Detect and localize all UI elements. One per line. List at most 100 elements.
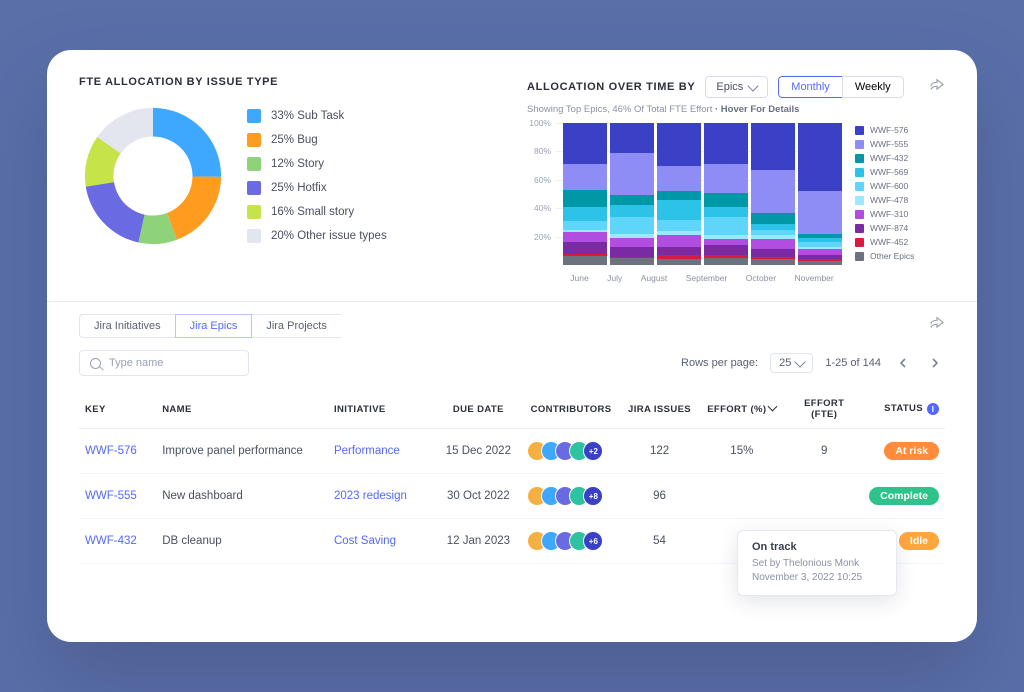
legend-item: 20% Other issue types	[247, 229, 387, 243]
col-issues[interactable]: JIRA ISSUES	[621, 390, 699, 429]
sort-desc-icon	[768, 402, 778, 412]
initiative-link[interactable]: Performance	[334, 445, 400, 457]
bar-segment	[751, 259, 795, 265]
status-badge[interactable]: At risk	[884, 442, 939, 460]
bar-segment	[610, 247, 654, 257]
page-next-button[interactable]	[925, 353, 945, 373]
share-icon[interactable]	[929, 78, 945, 97]
tab-jira-initiatives[interactable]: Jira Initiatives	[79, 314, 175, 338]
col-name[interactable]: NAME	[156, 390, 328, 429]
jira-issues-count: 96	[621, 474, 699, 519]
col-effort-pct[interactable]: EFFORT (%)	[698, 390, 785, 429]
col-effort-fte[interactable]: EFFORT (FTE)	[785, 390, 863, 429]
col-due[interactable]: DUE DATE	[435, 390, 521, 429]
initiative-link[interactable]: Cost Saving	[334, 535, 396, 547]
col-status[interactable]: STATUSi	[863, 390, 945, 429]
legend-label: WWF-600	[870, 181, 908, 191]
bar-segment	[751, 249, 795, 256]
bar-segment	[610, 195, 654, 205]
legend-swatch	[247, 157, 261, 171]
bar-segment	[798, 191, 842, 234]
legend-label: WWF-452	[870, 237, 908, 247]
col-key[interactable]: KEY	[79, 390, 156, 429]
legend-swatch	[855, 168, 864, 177]
legend-item: 33% Sub Task	[247, 109, 387, 123]
effort-fte	[785, 474, 863, 519]
legend-swatch	[855, 140, 864, 149]
legend-item: 25% Bug	[247, 133, 387, 147]
table-row: WWF-555New dashboard2023 redesign30 Oct …	[79, 474, 945, 519]
legend-item: 16% Small story	[247, 205, 387, 219]
initiative-link[interactable]: 2023 redesign	[334, 490, 407, 502]
epics-dropdown[interactable]: Epics	[705, 76, 768, 98]
bar-legend-item: WWF-600	[855, 181, 945, 191]
y-tick-label: 80%	[527, 146, 551, 156]
granularity-monthly[interactable]: Monthly	[778, 76, 842, 98]
stacked-bar[interactable]	[563, 123, 607, 265]
bar-segment	[610, 205, 654, 216]
bar-legend-item: Other Epics	[855, 251, 945, 261]
bar-legend-item: WWF-478	[855, 195, 945, 205]
stacked-bar[interactable]	[657, 123, 701, 265]
stacked-bar[interactable]	[751, 123, 795, 265]
bar-segment	[751, 170, 795, 213]
y-tick-label: 40%	[527, 203, 551, 213]
bar-legend-item: WWF-874	[855, 223, 945, 233]
allocation-over-time-panel: ALLOCATION OVER TIME BY Epics Monthly We…	[527, 76, 945, 283]
tab-jira-projects[interactable]: Jira Projects	[252, 314, 341, 338]
y-tick-label: 60%	[527, 175, 551, 185]
page-prev-button[interactable]	[893, 353, 913, 373]
bar-segment	[563, 164, 607, 190]
avatar-more: +6	[583, 531, 603, 551]
x-tick-label: September	[686, 273, 728, 283]
stacked-bar[interactable]	[704, 123, 748, 265]
bar-segment	[563, 256, 607, 265]
tab-jira-epics[interactable]: Jira Epics	[175, 314, 253, 338]
epic-key-link[interactable]: WWF-432	[85, 535, 137, 547]
bar-segment	[563, 242, 607, 253]
contributor-avatars[interactable]: +6	[527, 531, 614, 551]
subtext-main: Showing Top Epics, 46% Of Total FTE Effo…	[527, 104, 712, 115]
legend-label: WWF-874	[870, 223, 908, 233]
bar-segment	[610, 153, 654, 196]
legend-label: 25% Bug	[271, 134, 318, 146]
bar-segment	[563, 221, 607, 230]
col-initiative[interactable]: INITIATIVE	[328, 390, 435, 429]
contributor-avatars[interactable]: +2	[527, 441, 614, 461]
effort-pct: 15%	[698, 429, 785, 474]
bar-segment	[657, 123, 701, 166]
jira-issues-count: 122	[621, 429, 699, 474]
search-input[interactable]: Type name	[79, 350, 249, 376]
stacked-bar[interactable]	[610, 123, 654, 265]
stacked-bar[interactable]	[798, 123, 842, 265]
bar-segment	[751, 239, 795, 249]
epic-key-link[interactable]: WWF-576	[85, 445, 137, 457]
legend-swatch	[855, 224, 864, 233]
rows-per-page-select[interactable]: 25	[770, 353, 813, 373]
col-contributors[interactable]: CONTRIBUTORS	[521, 390, 620, 429]
page-range: 1-25 of 144	[825, 357, 881, 369]
legend-swatch	[855, 196, 864, 205]
share-icon[interactable]	[929, 316, 945, 335]
time-granularity-toggle: Monthly Weekly	[778, 76, 903, 98]
bar-segment	[657, 166, 701, 192]
bar-legend-item: WWF-432	[855, 153, 945, 163]
allocation-over-time-title: ALLOCATION OVER TIME BY	[527, 81, 695, 93]
granularity-weekly[interactable]: Weekly	[842, 76, 904, 98]
legend-label: WWF-310	[870, 209, 908, 219]
chevron-down-icon	[748, 80, 759, 91]
search-placeholder: Type name	[109, 357, 163, 369]
x-tick-label: August	[641, 273, 667, 283]
legend-label: 12% Story	[271, 158, 324, 170]
contributor-avatars[interactable]: +8	[527, 486, 614, 506]
pagination: Rows per page: 25 1-25 of 144	[681, 353, 945, 373]
epic-key-link[interactable]: WWF-555	[85, 490, 137, 502]
status-badge[interactable]: Idle	[899, 532, 939, 550]
legend-label: 25% Hotfix	[271, 182, 327, 194]
bar-legend-item: WWF-576	[855, 125, 945, 135]
legend-item: 25% Hotfix	[247, 181, 387, 195]
bar-segment	[563, 207, 607, 221]
status-badge[interactable]: Complete	[869, 487, 939, 505]
tabs-row: Jira Initiatives Jira Epics Jira Project…	[79, 314, 945, 338]
bar-segment	[798, 123, 842, 191]
